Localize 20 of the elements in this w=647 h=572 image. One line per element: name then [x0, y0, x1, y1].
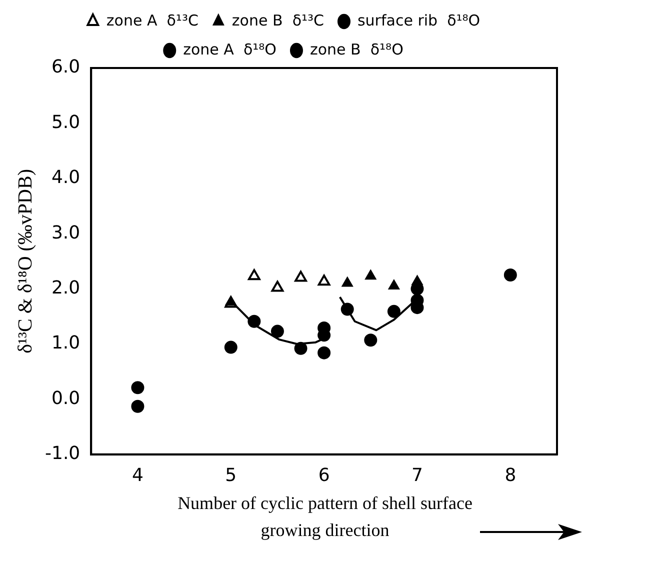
y-tick-label: 0.0 [51, 388, 80, 409]
x-tick-label: 7 [412, 464, 423, 486]
x-axis-title: Number of cyclic pattern of shell surface growing direction [176, 492, 474, 542]
y-tick-label: 5.0 [51, 112, 80, 133]
legend-label: zone A δ¹³C [106, 11, 198, 30]
y-tick-label: 4.0 [51, 167, 80, 188]
legend-label: surface rib δ¹⁸O [357, 11, 480, 30]
y-tick-label: 1.0 [51, 332, 80, 354]
y-axis-title: δ¹³C & δ¹⁸O (‰vPDB) [14, 169, 36, 354]
y-tick-label: 3.0 [51, 222, 80, 244]
y-tick-label: 6.0 [51, 56, 80, 78]
x-tick-label: 6 [318, 464, 330, 486]
y-tick-label: 2.0 [51, 277, 80, 298]
x-tick-label: 5 [225, 464, 237, 486]
legend-label: zone A δ¹⁸O [183, 40, 276, 58]
x-tick-label: 8 [504, 464, 516, 486]
legend-label: zone B δ¹⁸O [310, 40, 404, 58]
x-tick-label: 4 [132, 464, 144, 486]
legend-label: zone B δ¹³C [232, 11, 324, 30]
y-tick-label: -1.0 [44, 443, 80, 464]
